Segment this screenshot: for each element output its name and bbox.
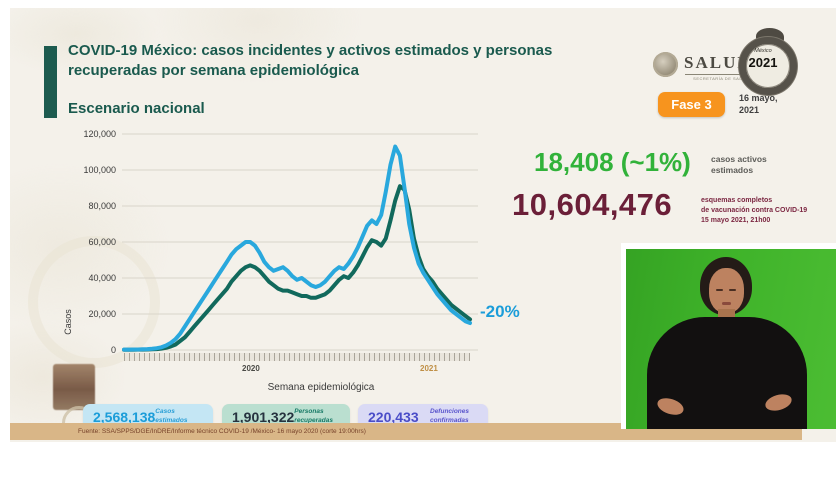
y-axis-tick: 100,000 (83, 165, 116, 175)
y-axis-tick: 0 (111, 345, 116, 355)
interpreter-video (621, 243, 836, 429)
slide-date-line2: 2021 (739, 104, 760, 115)
x-axis-year-2021: 2021 (420, 364, 438, 373)
salud-logo: SALUD SECRETARÍA DE SALUD (653, 50, 763, 84)
slide-subtitle: Escenario nacional (68, 100, 205, 117)
salud-logo-text: SALUD (684, 53, 752, 72)
phase-badge: Fase 3 (658, 92, 725, 117)
chart-series-personas-recuperadas (122, 184, 472, 352)
x-axis-label: Semana epidemiológica (267, 382, 375, 393)
slide-date: 16 mayo, 2021 (739, 93, 778, 116)
y-axis-tick: 20,000 (88, 309, 116, 319)
y-axis-label: Casos (63, 309, 73, 335)
defunciones-label: Defunciones confirmadas (430, 408, 470, 424)
vaccination-label-line1: esquemas completos (701, 197, 773, 204)
y-axis-tick: 60,000 (88, 237, 116, 247)
y-axis-tick: 40,000 (88, 273, 116, 283)
vaccination-label-line3: 15 mayo 2021, 21h00 (701, 216, 771, 224)
y-axis-tick: 120,000 (83, 129, 116, 139)
mexico-2021-logo: México 2021 (736, 28, 797, 95)
active-cases-label-line2: estimados (711, 165, 754, 176)
monument-watermark (53, 364, 95, 410)
mexico-2021-logo-year: 2021 (748, 55, 778, 70)
defunciones-value: 220,433 (368, 409, 419, 425)
active-cases-label: casos activos estimados (711, 154, 767, 177)
salud-logo-subtext: SECRETARÍA DE SALUD (685, 74, 757, 81)
chart-series-casos-estimados (122, 144, 472, 352)
x-axis-year-2020: 2020 (242, 364, 260, 373)
footer-source-text: Fuente: SSA/SPPS/DGE/InDRE/Informe técni… (78, 428, 366, 435)
personas-recuperadas-value: 1,901,322 (232, 409, 295, 425)
seal-watermark (28, 236, 160, 368)
slide-title: COVID-19 México: casos incidentes y acti… (68, 42, 553, 79)
title-accent-bar (44, 46, 57, 118)
salud-seal-icon (653, 52, 678, 77)
interpreter-eye (716, 289, 723, 291)
active-cases-value: 18,408 (~1%) (534, 147, 691, 177)
casos-estimados-label: Casos estimados (155, 408, 188, 424)
interpreter-eye (729, 289, 736, 291)
epidemic-curve-chart: 0 20,000 40,000 60,000 80,000 100,000 120,000 (83, 129, 478, 355)
vaccination-value: 10,604,476 (512, 187, 673, 222)
trend-annotation: -20% (480, 302, 520, 321)
vaccination-label: esquemas completos de vacunación contra … (701, 196, 811, 225)
personas-recuperadas-label: Personas recuperadas (294, 408, 333, 424)
vaccination-label-line2: de vacunación contra COVID-19 (701, 206, 808, 214)
interpreter-mouth (722, 302, 731, 305)
y-axis-tick: 80,000 (88, 201, 116, 211)
casos-estimados-value: 2,568,138 (93, 409, 156, 425)
mexico-2021-logo-top: México (754, 48, 772, 54)
serpent-ring-icon (739, 37, 797, 95)
active-cases-label-line1: casos activos (711, 154, 767, 164)
interpreter-face (709, 268, 744, 313)
x-axis-week-ticks (124, 353, 470, 361)
slide-date-line1: 16 mayo, (739, 93, 778, 103)
